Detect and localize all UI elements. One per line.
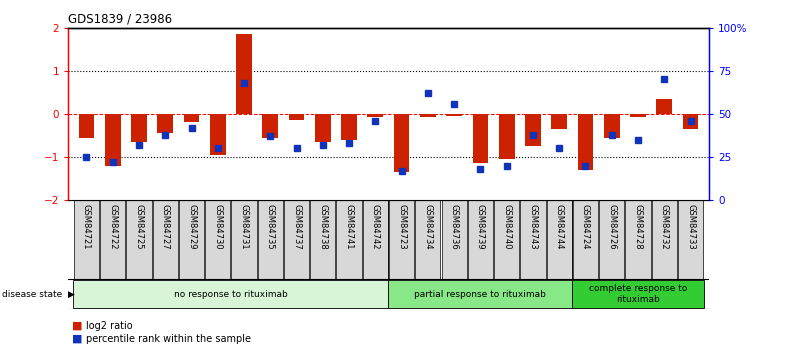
Text: GSM84744: GSM84744 [554,204,564,249]
FancyBboxPatch shape [415,200,441,279]
FancyBboxPatch shape [521,200,545,279]
Bar [604,114,620,138]
FancyBboxPatch shape [441,200,467,279]
Text: GSM84737: GSM84737 [292,204,301,250]
Text: percentile rank within the sample: percentile rank within the sample [86,334,251,344]
Text: GSM84726: GSM84726 [607,204,616,250]
FancyBboxPatch shape [205,200,231,279]
Text: GSM84734: GSM84734 [424,204,433,250]
Bar [288,114,304,120]
Bar [183,114,199,122]
Bar [236,34,252,114]
Bar [578,114,594,170]
Text: GDS1839 / 23986: GDS1839 / 23986 [68,12,172,25]
FancyBboxPatch shape [389,200,414,279]
FancyBboxPatch shape [546,200,572,279]
Bar [210,114,226,155]
Bar [656,99,672,114]
FancyBboxPatch shape [310,200,336,279]
Text: GSM84728: GSM84728 [634,204,642,250]
FancyBboxPatch shape [284,200,309,279]
FancyBboxPatch shape [363,200,388,279]
FancyBboxPatch shape [179,200,204,279]
Bar [420,114,436,117]
FancyBboxPatch shape [468,200,493,279]
Bar [341,114,357,140]
Text: GSM84740: GSM84740 [502,204,511,249]
Bar [499,114,514,159]
FancyBboxPatch shape [231,200,256,279]
Bar [368,114,383,117]
FancyBboxPatch shape [258,200,283,279]
Bar [394,114,409,172]
Text: GSM84732: GSM84732 [660,204,669,250]
Text: GSM84722: GSM84722 [108,204,117,249]
FancyBboxPatch shape [573,280,703,308]
Text: complete response to
rituximab: complete response to rituximab [589,284,687,304]
Bar [682,114,698,129]
Bar [525,114,541,146]
Text: GSM84739: GSM84739 [476,204,485,250]
FancyBboxPatch shape [652,200,677,279]
FancyBboxPatch shape [153,200,178,279]
FancyBboxPatch shape [336,200,362,279]
Text: GSM84736: GSM84736 [449,204,459,250]
Text: GSM84727: GSM84727 [161,204,170,250]
FancyBboxPatch shape [100,200,125,279]
Text: GSM84742: GSM84742 [371,204,380,249]
Text: GSM84735: GSM84735 [266,204,275,250]
FancyBboxPatch shape [494,200,519,279]
Bar [263,114,278,138]
Text: GSM84721: GSM84721 [82,204,91,249]
Text: GSM84725: GSM84725 [135,204,143,249]
Bar [473,114,489,164]
Text: GSM84731: GSM84731 [239,204,248,250]
Text: ■: ■ [72,334,86,344]
Text: partial response to rituximab: partial response to rituximab [414,289,546,299]
Bar [105,114,121,166]
FancyBboxPatch shape [74,280,388,308]
Bar [551,114,567,129]
Text: GSM84729: GSM84729 [187,204,196,249]
Text: GSM84738: GSM84738 [318,204,328,250]
Bar [630,114,646,117]
Bar [131,114,147,142]
Text: no response to rituximab: no response to rituximab [174,289,288,299]
FancyBboxPatch shape [678,200,703,279]
Bar [315,114,331,142]
Text: GSM84743: GSM84743 [529,204,537,250]
Text: GSM84723: GSM84723 [397,204,406,250]
Text: GSM84724: GSM84724 [581,204,590,249]
Text: log2 ratio: log2 ratio [86,321,132,331]
Text: ■: ■ [72,321,86,331]
Bar [78,114,95,138]
Bar [157,114,173,133]
Text: GSM84730: GSM84730 [213,204,223,250]
FancyBboxPatch shape [599,200,624,279]
FancyBboxPatch shape [127,200,151,279]
Text: GSM84741: GSM84741 [344,204,353,249]
Text: disease state  ▶: disease state ▶ [2,289,75,299]
FancyBboxPatch shape [573,200,598,279]
FancyBboxPatch shape [388,280,573,308]
FancyBboxPatch shape [626,200,650,279]
Text: GSM84733: GSM84733 [686,204,695,250]
FancyBboxPatch shape [74,200,99,279]
Bar [446,114,462,116]
